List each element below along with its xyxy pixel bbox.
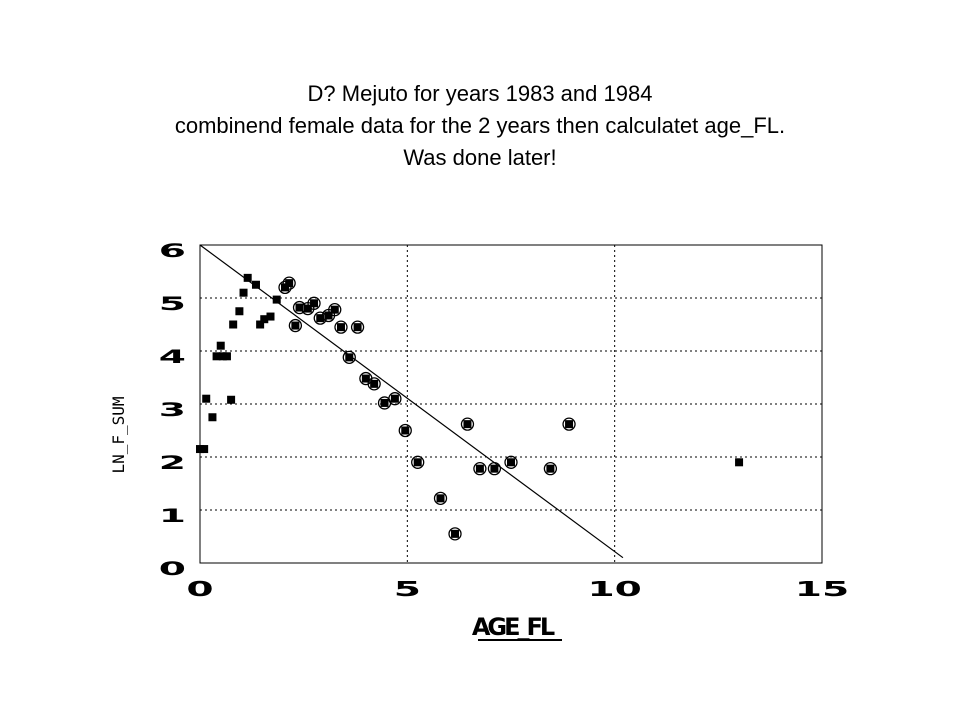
point-circle-9 — [334, 320, 348, 334]
point-circle-8 — [328, 303, 342, 317]
data-point-2 — [202, 394, 211, 403]
data-point-39 — [475, 464, 484, 473]
data-point-4 — [212, 352, 221, 361]
data-point-28 — [345, 353, 354, 362]
grid — [200, 245, 822, 563]
point-circle-5 — [307, 296, 321, 310]
tick-labels-group: 0 1 2 3 4 5 6 0 5 10 15 — [159, 241, 849, 602]
data-point-35 — [413, 458, 422, 467]
data-point-12 — [243, 273, 252, 282]
y-tick-label-1: 1 — [159, 506, 186, 527]
y-axis-label: LN_F_SUM — [109, 396, 128, 473]
data-point-26 — [330, 305, 339, 314]
data-point-11 — [239, 288, 248, 297]
data-point-21 — [295, 303, 304, 312]
data-point-43 — [565, 420, 574, 429]
data-point-13 — [251, 280, 260, 289]
y-tick-label-3: 3 — [159, 400, 186, 421]
point-circle-0 — [278, 280, 292, 295]
point-circle-10 — [342, 350, 356, 365]
data-point-44 — [735, 458, 744, 467]
y-tick-label-6: 6 — [159, 241, 186, 262]
data-point-5 — [216, 341, 225, 350]
y-tick-label-4: 4 — [159, 347, 186, 368]
point-circle-1 — [282, 276, 296, 290]
data-point-20 — [291, 321, 300, 330]
point-circle-21 — [473, 462, 487, 476]
point-circle-17 — [411, 455, 425, 469]
point-circle-22 — [487, 462, 502, 476]
data-point-24 — [316, 314, 325, 323]
data-point-8 — [227, 395, 236, 404]
data-point-17 — [272, 295, 281, 304]
data-point-15 — [260, 315, 269, 324]
point-circle-13 — [367, 377, 381, 391]
data-point-34 — [401, 426, 410, 435]
point-circle-23 — [504, 455, 518, 469]
data-point-30 — [361, 374, 370, 383]
data-point-36 — [436, 494, 445, 503]
point-circle-18 — [433, 491, 448, 505]
fit-line — [199, 244, 624, 559]
data-point-3 — [208, 413, 217, 422]
data-point-31 — [370, 379, 379, 388]
data-point-19 — [285, 279, 294, 288]
points-group — [196, 273, 744, 541]
data-point-25 — [324, 311, 333, 320]
point-circle-11 — [350, 320, 365, 334]
x-tick-label-1: 5 — [394, 578, 421, 602]
data-point-33 — [390, 394, 399, 403]
title-line-2: combinend female data for the 2 years th… — [174, 113, 786, 138]
x-axis-label: AGE_FL — [472, 613, 555, 641]
data-point-6 — [218, 352, 227, 361]
data-point-18 — [281, 283, 290, 292]
point-circle-2 — [288, 318, 303, 333]
data-point-22 — [303, 304, 312, 313]
point-circle-16 — [398, 423, 412, 438]
data-point-10 — [235, 307, 244, 316]
point-circle-25 — [562, 417, 576, 431]
data-point-0 — [196, 445, 204, 454]
data-point-41 — [507, 458, 515, 467]
y-tick-label-5: 5 — [159, 294, 186, 315]
data-point-9 — [229, 320, 238, 329]
title-line-1: D? Mejuto for years 1983 and 1984 — [307, 81, 653, 106]
data-point-16 — [266, 312, 275, 321]
x-tick-label-2: 10 — [587, 578, 641, 602]
chart-title: D? Mejuto for years 1983 and 1984 combin… — [0, 78, 960, 174]
data-point-14 — [256, 320, 265, 329]
y-tick-label-2: 2 — [159, 453, 186, 474]
data-point-32 — [380, 398, 389, 407]
data-point-29 — [353, 323, 362, 332]
data-point-38 — [463, 420, 472, 429]
point-circle-24 — [543, 462, 558, 476]
data-point-7 — [222, 352, 231, 361]
data-point-1 — [200, 445, 209, 454]
data-point-37 — [451, 529, 460, 538]
data-point-23 — [310, 299, 319, 308]
data-point-42 — [546, 464, 555, 473]
fit-line-group — [199, 244, 624, 559]
title-line-3: Was done later! — [403, 145, 557, 170]
x-tick-label-0: 0 — [186, 578, 213, 602]
data-point-27 — [336, 323, 345, 332]
point-circle-19 — [448, 527, 462, 541]
data-point-40 — [490, 464, 499, 473]
y-tick-label-0: 0 — [159, 559, 186, 580]
point-circle-20 — [460, 417, 475, 431]
point-circle-15 — [388, 392, 402, 406]
x-tick-label-3: 15 — [795, 578, 849, 602]
